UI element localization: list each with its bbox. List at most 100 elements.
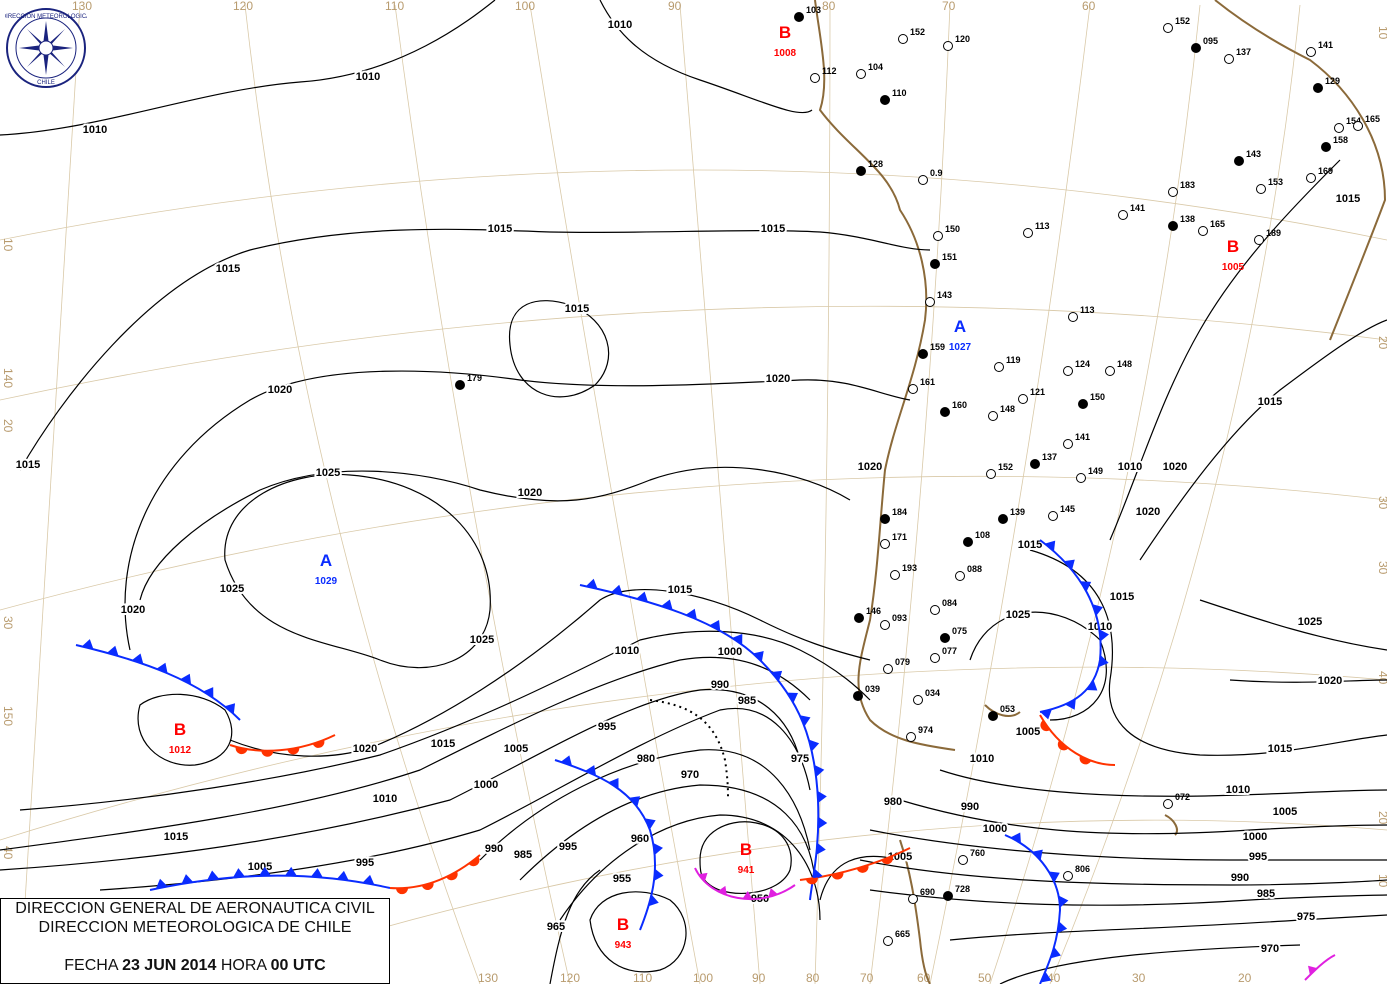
cold-front-triangle [1040, 971, 1052, 983]
isobar-label: 1020 [1163, 461, 1187, 473]
station-plot: 121 [1018, 387, 1045, 404]
hour-value: 00 UTC [270, 957, 326, 974]
cold-front [75, 644, 241, 721]
center-value: 941 [738, 865, 755, 876]
station-pressure: 149 [1088, 466, 1103, 476]
center-letter: A [954, 317, 966, 336]
station-plot: 128 [856, 159, 883, 176]
station-plot: 189 [1254, 228, 1281, 245]
station-circle-icon [930, 259, 940, 269]
isobar-label: 1010 [970, 753, 994, 765]
warm-front-semicircle [395, 887, 408, 895]
station-pressure: 165 [1365, 114, 1380, 124]
cold-front-triangle [1057, 921, 1068, 934]
station-circle-icon [998, 514, 1008, 524]
station-circle-icon [908, 384, 918, 394]
isobar-label: 1010 [356, 71, 380, 83]
cold-front-triangle [817, 790, 827, 803]
isobar-label: 990 [485, 843, 503, 855]
station-pressure: 129 [1325, 76, 1340, 86]
station-plot: 152 [986, 462, 1013, 479]
station-pressure: 150 [945, 224, 960, 234]
station-plot: 110 [880, 88, 907, 105]
station-pressure: 153 [1268, 177, 1283, 187]
grid-label-left: 30 [1, 616, 15, 630]
station-circle-icon [880, 620, 890, 630]
station-plot: 034 [913, 688, 940, 705]
isobar-label: 990 [711, 679, 729, 691]
isobar-label: 1005 [888, 851, 912, 863]
cold-front-triangle [180, 673, 192, 685]
cold-front-triangle [812, 868, 823, 881]
station-circle-icon [1163, 23, 1173, 33]
station-plot: 146 [854, 606, 881, 623]
isobar-label: 1015 [16, 459, 40, 471]
isobar-label: 1010 [373, 793, 397, 805]
station-pressure: 103 [806, 5, 821, 15]
isobar-label: 1015 [431, 738, 455, 750]
title-line-2: DIRECCION METEOROLOGICA DE CHILE [38, 919, 352, 936]
station-pressure: 113 [1080, 305, 1095, 315]
cold-front [149, 874, 391, 891]
station-plot: 171 [880, 532, 907, 549]
isobar-label: 1010 [1118, 461, 1142, 473]
station-plot: 184 [880, 507, 907, 524]
station-circle-icon [1078, 399, 1088, 409]
station-plot: 141 [1063, 432, 1090, 449]
isobar-label: 995 [598, 721, 616, 733]
grid-label-bottom: 130 [478, 971, 498, 984]
station-plots: 103 112 104 110 120 152 128 0.9 150 151 113 143 159 1… [455, 5, 1380, 946]
station-pressure: 169 [1318, 166, 1333, 176]
cold-front [1039, 539, 1102, 713]
isobar-label: 1015 [761, 223, 785, 235]
isobar-label: 970 [1261, 943, 1279, 955]
station-plot: 053 [988, 704, 1015, 721]
station-circle-icon [994, 362, 1004, 372]
station-pressure: 093 [892, 613, 907, 623]
cold-front-triangle [1032, 849, 1043, 861]
station-circle-icon [1168, 221, 1178, 231]
occluded-front-symbol [768, 888, 778, 898]
station-pressure: 179 [467, 373, 482, 383]
warm-front-semicircle [1057, 740, 1069, 751]
station-circle-icon [943, 891, 953, 901]
isobar-label: 1010 [1226, 784, 1250, 796]
station-plot: 124 [1063, 359, 1090, 376]
station-pressure: 165 [1210, 219, 1225, 229]
cold-front-triangle [233, 868, 245, 878]
station-circle-icon [943, 41, 953, 51]
station-plot: 120 [943, 34, 970, 51]
station-circle-icon [854, 613, 864, 623]
low-pressure-center: B 941 [738, 840, 755, 876]
station-plot: 179 [455, 373, 482, 390]
station-pressure: 161 [920, 377, 935, 387]
grid-label-left: 20 [1, 419, 15, 433]
grid-label-top: 70 [942, 0, 956, 13]
isobar-label: 985 [1257, 888, 1275, 900]
isobar-label: 975 [791, 753, 809, 765]
isobar-label: 1015 [1110, 591, 1134, 603]
cold-front-triangle [362, 874, 375, 885]
warm-front-semicircle [446, 871, 458, 881]
cold-front-triangle [653, 842, 663, 855]
center-letter: B [740, 840, 752, 859]
station-circle-icon [925, 297, 935, 307]
station-plot: 165 [1353, 114, 1380, 131]
station-circle-icon [1023, 228, 1033, 238]
warm-front-semicircle [1079, 755, 1092, 765]
station-circle-icon [853, 691, 863, 701]
cold-front-triangle [1058, 895, 1069, 908]
station-circle-icon [856, 69, 866, 79]
cold-front-triangle [787, 692, 799, 703]
isobar-label: 1010 [83, 124, 107, 136]
station-circle-icon [794, 12, 804, 22]
station-pressure: 152 [910, 27, 925, 37]
station-pressure: 146 [866, 606, 881, 616]
station-circle-icon [940, 633, 950, 643]
station-pressure: 974 [918, 725, 933, 735]
cold-front-triangle [156, 662, 168, 674]
cold-front-triangle [585, 765, 597, 776]
station-pressure: 039 [865, 684, 880, 694]
station-plot: 665 [883, 929, 910, 946]
